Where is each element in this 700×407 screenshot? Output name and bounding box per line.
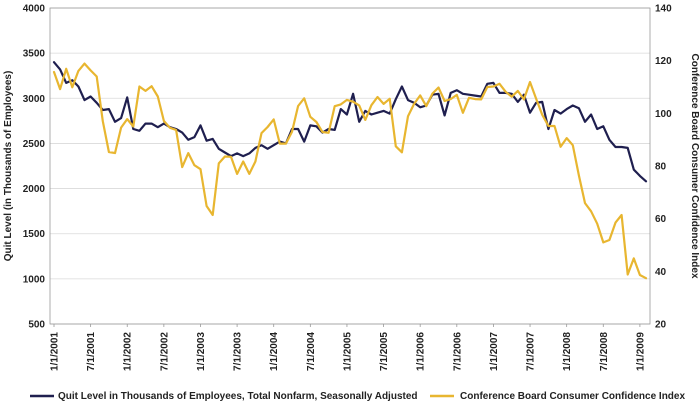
y-tick-label: 4000 [23,4,46,15]
y2-tick-label: 80 [655,162,667,173]
legend-label-consumer-confidence: Conference Board Consumer Confidence Ind… [460,391,685,402]
y-tick-label: 3500 [23,49,46,60]
x-tick-label: 1/1/2007 [489,332,500,371]
x-tick-label: 1/1/2003 [196,332,207,371]
y-tick-label: 1500 [23,229,46,240]
x-tick-label: 7/1/2006 [452,332,463,371]
x-tick-label: 7/1/2001 [86,332,97,371]
right-axis-ticks: 20 40 60 80 100 120 140 [655,4,672,331]
x-tick-label: 1/1/2005 [342,332,353,371]
y2-tick-label: 100 [655,109,672,120]
y2-tick-label: 20 [655,320,667,331]
series-lines [52,61,648,280]
y-tick-label: 2500 [23,139,46,150]
y2-tick-label: 140 [655,4,672,15]
y-tick-label: 2000 [23,184,46,195]
left-axis-ticks: 500 1000 1500 2000 2500 3000 3500 4000 [23,4,46,331]
x-tick-label: 7/1/2008 [599,332,610,371]
legend-label-quit-level: Quit Level in Thousands of Employees, To… [58,391,418,402]
gridlines [50,7,650,325]
y2-tick-label: 40 [655,267,667,278]
x-axis-ticks: 1/1/2001 7/1/2001 1/1/2002 7/1/2002 1/1/2003… [50,324,646,371]
x-tick-label: 7/1/2002 [159,332,170,371]
x-tick-label: 1/1/2002 [123,332,134,371]
x-tick-label: 7/1/2004 [306,332,317,371]
plot-border [49,7,651,325]
legend: Quit Level in Thousands of Employees, To… [30,391,685,402]
x-tick-label: 7/1/2007 [526,332,537,371]
left-axis-title: Quit Level (in Thousands of Employees) [3,71,14,262]
y2-tick-label: 60 [655,214,667,225]
series-line-quit-level [52,61,648,183]
y-tick-label: 500 [28,320,45,331]
y-tick-label: 3000 [23,94,46,105]
series-line-consumer-confidence [52,62,648,280]
x-tick-label: 7/1/2003 [233,332,244,371]
y-tick-label: 1000 [23,274,46,285]
y2-tick-label: 120 [655,56,672,67]
right-axis-title: Conference Board Consumer Confidence Ind… [689,53,700,278]
plot-frame [49,7,651,325]
x-tick-label: 1/1/2001 [50,332,61,371]
x-tick-label: 1/1/2009 [635,332,646,371]
x-tick-label: 7/1/2005 [379,332,390,371]
x-tick-label: 1/1/2006 [416,332,427,371]
x-tick-label: 1/1/2008 [562,332,573,371]
x-tick-label: 1/1/2004 [269,332,280,371]
